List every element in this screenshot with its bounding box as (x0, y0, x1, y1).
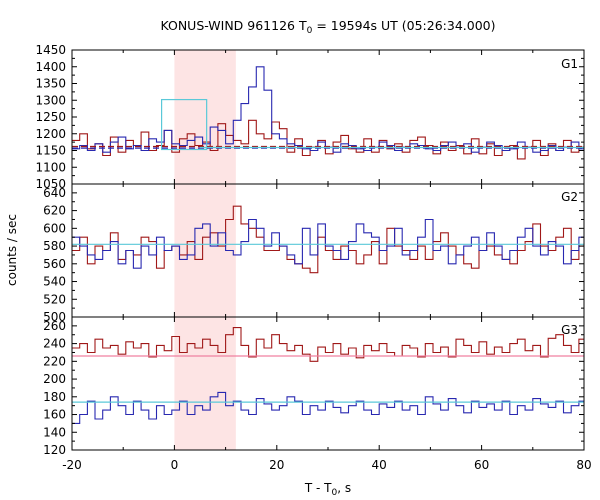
histogram-red-series (72, 327, 584, 362)
y-tick-label: 1300 (35, 93, 66, 107)
y-tick-label: 560 (43, 257, 66, 271)
y-tick-label: 520 (43, 292, 66, 306)
x-tick-label: 40 (372, 458, 387, 472)
y-tick-label: 140 (43, 425, 66, 439)
x-axis-label: T - T0, s (304, 481, 351, 498)
y-tick-label: 220 (43, 354, 66, 368)
y-tick-label: 180 (43, 390, 66, 404)
y-axis-label: counts / sec (5, 214, 19, 286)
y-tick-label: 200 (43, 372, 66, 386)
plot-series (72, 66, 584, 424)
y-tick-label: 620 (43, 204, 66, 218)
panel-g3-series (72, 327, 584, 424)
y-tick-label: 1250 (35, 110, 66, 124)
y-tick-label: 1450 (35, 43, 66, 57)
y-tick-label: 240 (43, 337, 66, 351)
panel-label-g2: G2 (561, 190, 578, 204)
y-tick-label: 540 (43, 275, 66, 289)
x-tick-label: 60 (474, 458, 489, 472)
y-tick-label: 1100 (35, 160, 66, 174)
y-tick-label: 120 (43, 443, 66, 457)
y-tick-label: 500 (43, 310, 66, 324)
chart-title: KONUS-WIND 961126 T0 = 19594s UT (05:26:… (160, 18, 495, 36)
histogram-blue-series (72, 391, 584, 424)
y-tick-label: 580 (43, 239, 66, 253)
x-tick-label: 80 (576, 458, 591, 472)
y-tick-label: 1400 (35, 60, 66, 74)
y-tick-label: 160 (43, 408, 66, 422)
histogram-red-series (72, 119, 584, 160)
y-tick-label: 1150 (35, 144, 66, 158)
y-tick-label: 260 (43, 319, 66, 333)
y-tick-label: 1050 (35, 177, 66, 191)
x-tick-label: 20 (269, 458, 284, 472)
axis-ticks: 1050110011501200125013001350140014505005… (35, 43, 591, 472)
background-fit-box (161, 98, 208, 151)
y-tick-label: 640 (43, 186, 66, 200)
x-tick-label: 0 (171, 458, 179, 472)
panel-g2-series (72, 205, 584, 274)
y-tick-label: 600 (43, 221, 66, 235)
panel-g1-series (72, 66, 584, 160)
y-tick-label: 1350 (35, 77, 66, 91)
histogram-blue-series (72, 218, 584, 269)
panel-label-g1: G1 (561, 57, 578, 71)
panel-label-g3: G3 (561, 323, 578, 337)
x-tick-label: -20 (62, 458, 82, 472)
y-tick-label: 1200 (35, 127, 66, 141)
